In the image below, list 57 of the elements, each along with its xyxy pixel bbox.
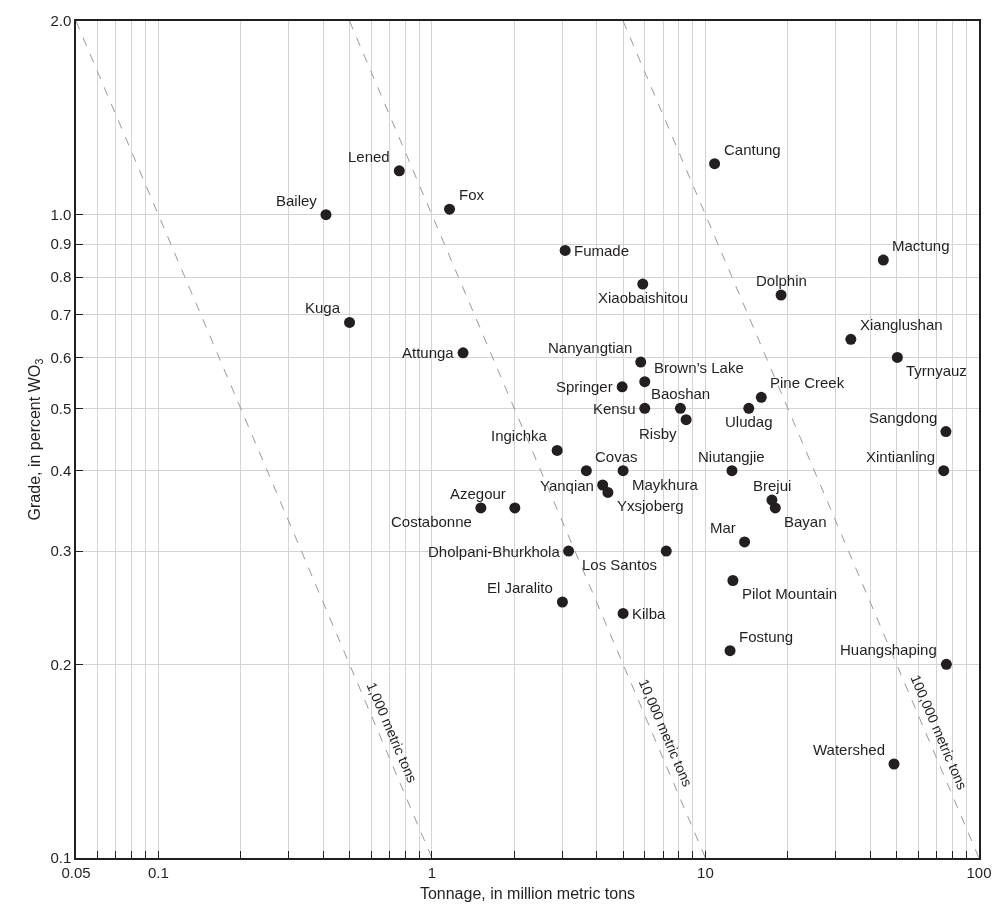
annotation: Risby	[639, 425, 678, 442]
annotation: Ingichka	[491, 427, 548, 444]
annotation: Cantung	[724, 141, 781, 158]
annotation: Maykhura	[632, 476, 699, 493]
y-tick-label: 0.2	[50, 655, 72, 673]
annotation: Huangshaping	[840, 641, 937, 658]
annotation: Watershed	[813, 741, 885, 758]
annotation: Yanqian	[540, 477, 594, 494]
annotation: Pine Creek	[770, 374, 845, 391]
y-tick-label: 0.5	[50, 399, 72, 417]
annotation: Lened	[348, 148, 390, 165]
x-tick-label: 10	[697, 863, 714, 881]
annotation: El Jaralito	[487, 579, 553, 596]
annotation: Fumade	[574, 242, 630, 259]
annotation: Xintianling	[866, 448, 936, 465]
annotation: Kuga	[305, 299, 341, 316]
annotation: Xianglushan	[860, 316, 943, 333]
annotation: Kilba	[632, 605, 667, 622]
annotation: Nanyangtian	[548, 339, 633, 356]
annotation: Mactung	[892, 237, 950, 254]
annotation: Kensu	[593, 400, 636, 417]
annotation: Tyrnyauz	[906, 362, 967, 379]
annotation: Xiaobaishitou	[598, 289, 689, 306]
annotation: Yxsjoberg	[617, 497, 684, 514]
x-tick-label: 100	[966, 863, 992, 881]
y-tick-label: 0.3	[50, 542, 72, 560]
annotation: Fostung	[739, 628, 794, 645]
y-tick-label: 0.7	[50, 305, 72, 323]
annotation: Costabonne	[391, 513, 472, 530]
annotation: Dolphin	[756, 272, 807, 289]
annotation: Springer	[556, 378, 613, 395]
y-tick-label: 0.8	[50, 268, 72, 286]
annotation: Covas	[595, 448, 638, 465]
x-tick-label: 0.1	[147, 863, 169, 881]
annotation: Attunga	[402, 344, 455, 361]
annotation: Los Santos	[582, 556, 658, 573]
x-axis-title: Tonnage, in million metric tons	[419, 884, 636, 902]
y-tick-label: 1.0	[50, 205, 72, 223]
y-tick-label: 0.9	[50, 235, 72, 253]
annotation: Niutangjie	[698, 448, 765, 465]
y-tick-label: 2.0	[50, 12, 72, 30]
annotation: Sangdong	[869, 409, 938, 426]
annotation: Dholpani-Bhurkhola	[428, 543, 561, 560]
annotation: Fox	[459, 186, 485, 203]
y-tick-label: 0.4	[50, 461, 72, 479]
text: 1,000 metric tons	[363, 679, 421, 785]
annotation: Brejui	[753, 477, 792, 494]
annotation: Brown’s Lake	[654, 359, 744, 376]
annotation: Bayan	[784, 513, 827, 530]
annotation: Uludag	[725, 413, 773, 430]
annotation: Baoshan	[651, 385, 711, 402]
annotation: Azegour	[450, 485, 506, 502]
annotation: Pilot Mountain	[742, 585, 838, 602]
x-tick-label: 1	[427, 863, 437, 881]
annotation: Bailey	[276, 192, 318, 209]
annotation: Mar	[710, 519, 736, 536]
y-tick-label: 0.6	[50, 348, 72, 366]
